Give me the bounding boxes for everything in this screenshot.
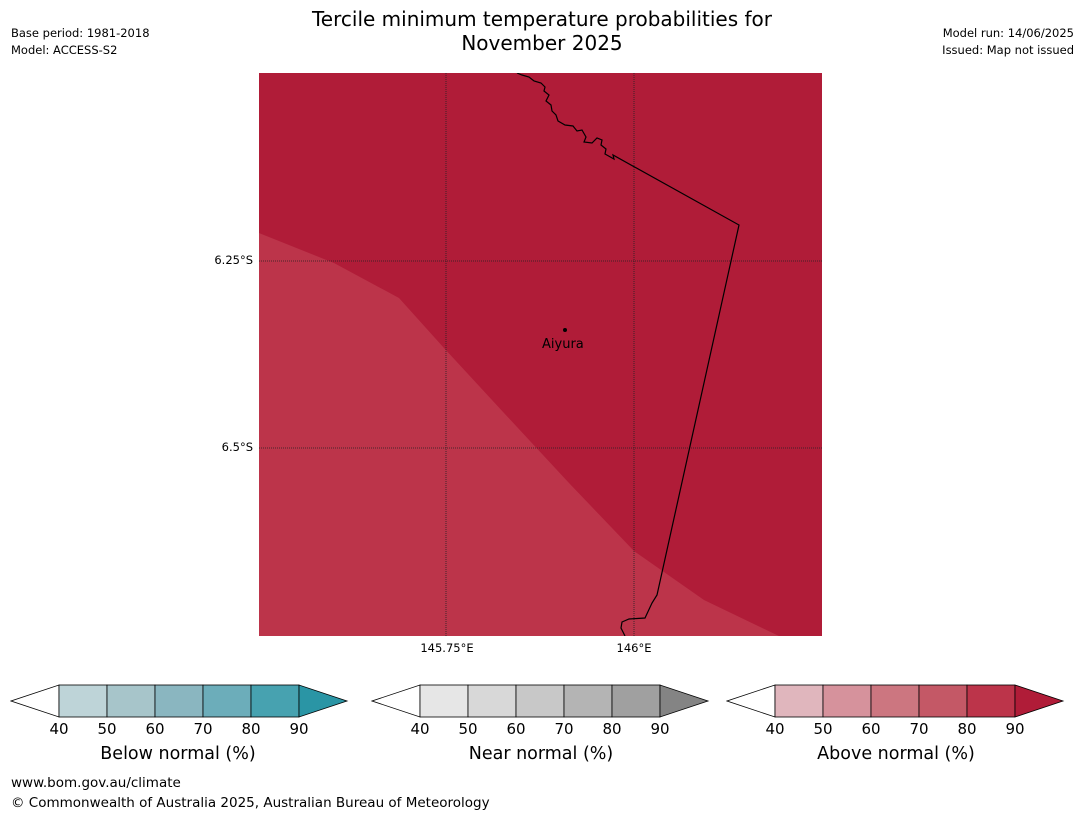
near-extend-high [659, 684, 710, 718]
probability-map[interactable] [259, 73, 822, 636]
below-tick: 90 [289, 720, 309, 738]
base-period-text: Base period: 1981-2018 [11, 26, 150, 40]
map-title-line-2: November 2025 [461, 31, 623, 55]
near-tick: 60 [506, 720, 526, 738]
below-legend-title: Below normal (%) [100, 744, 256, 764]
above-extend-high [1014, 684, 1065, 718]
lon-label-146: 146°E [616, 641, 652, 655]
below-tick: 60 [145, 720, 165, 738]
below-bin-40-50 [58, 684, 108, 718]
colorbar-near-normal [370, 684, 711, 724]
above-legend-title: Above normal (%) [817, 744, 975, 764]
above-tick: 50 [813, 720, 833, 738]
near-tick: 80 [602, 720, 622, 738]
below-bin-60-70 [154, 684, 204, 718]
below-tick: 40 [49, 720, 69, 738]
colorbar-above-normal [725, 684, 1066, 724]
above-bin-80-90 [966, 684, 1016, 718]
model-text: Model: ACCESS-S2 [11, 43, 118, 57]
aiyura-marker[interactable] [563, 328, 567, 332]
map-title-line-1: Tercile minimum temperature probabilitie… [311, 7, 773, 31]
above-tick: 60 [861, 720, 881, 738]
province-boundary [516, 73, 740, 636]
metadata-right: Model run: 14/06/2025 Issued: Map not is… [942, 25, 1074, 59]
above-bin-40-50 [774, 684, 824, 718]
near-tick: 50 [458, 720, 478, 738]
near-bin-70-80 [563, 684, 613, 718]
lon-label-145-75: 145.75°E [420, 641, 474, 655]
aiyura-label: Aiyura [542, 337, 584, 352]
below-bin-50-60 [106, 684, 156, 718]
near-tick: 70 [554, 720, 574, 738]
map-title: Tercile minimum temperature probabilitie… [242, 7, 842, 55]
above-bin-60-70 [870, 684, 920, 718]
above-tick: 80 [957, 720, 977, 738]
colorbar-above-graphic [725, 684, 1065, 718]
above-extend-low [725, 684, 776, 718]
near-bin-50-60 [467, 684, 517, 718]
issued-text: Issued: Map not issued [942, 43, 1074, 57]
below-extend-high [298, 684, 349, 718]
near-extend-low [370, 684, 421, 718]
below-tick: 70 [193, 720, 213, 738]
below-bin-70-80 [202, 684, 252, 718]
below-bin-80-90 [250, 684, 300, 718]
footer-url[interactable]: www.bom.gov.au/climate [11, 775, 181, 791]
metadata-left: Base period: 1981-2018 Model: ACCESS-S2 [11, 25, 150, 59]
near-legend-title: Near normal (%) [468, 744, 614, 764]
lat-label-6-5: 6.5°S [221, 440, 253, 454]
map-canvas [259, 73, 822, 636]
near-bin-40-50 [419, 684, 469, 718]
lat-label-6-25: 6.25°S [214, 253, 253, 267]
above-tick: 40 [765, 720, 785, 738]
map-region-above-80-90 [259, 233, 779, 636]
below-tick: 50 [97, 720, 117, 738]
colorbar-below-graphic [9, 684, 349, 718]
above-bin-70-80 [918, 684, 968, 718]
colorbar-below-normal [9, 684, 350, 724]
above-bin-50-60 [822, 684, 872, 718]
below-tick: 80 [241, 720, 261, 738]
colorbar-near-graphic [370, 684, 710, 718]
near-tick: 90 [650, 720, 670, 738]
above-tick: 70 [909, 720, 929, 738]
above-tick: 90 [1005, 720, 1025, 738]
footer-copyright: © Commonwealth of Australia 2025, Austra… [11, 795, 490, 811]
model-run-text: Model run: 14/06/2025 [942, 26, 1074, 40]
near-tick: 40 [410, 720, 430, 738]
near-bin-60-70 [515, 684, 565, 718]
below-extend-low [9, 684, 60, 718]
near-bin-80-90 [611, 684, 661, 718]
